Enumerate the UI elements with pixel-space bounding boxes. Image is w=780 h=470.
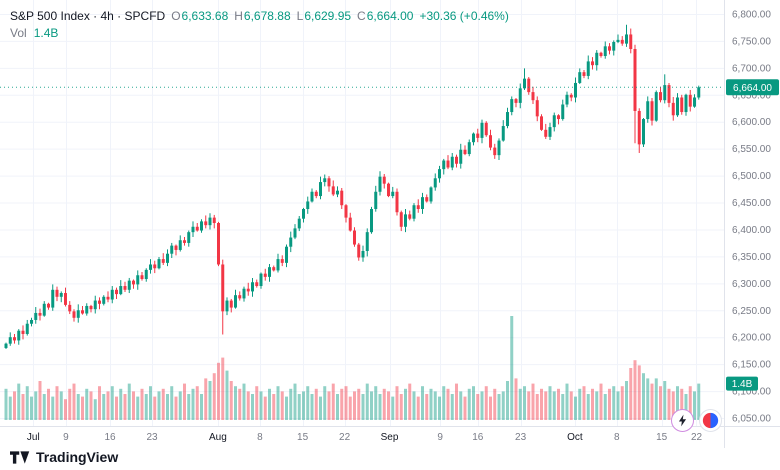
svg-text:8: 8 bbox=[257, 432, 263, 443]
open-value: 6,633.68 bbox=[181, 9, 229, 23]
svg-text:6,450.00: 6,450.00 bbox=[732, 198, 771, 209]
high-label: H bbox=[234, 9, 243, 23]
svg-text:Sep: Sep bbox=[381, 432, 399, 443]
legend-row-volume: Vol 1.4B bbox=[10, 25, 509, 42]
svg-text:15: 15 bbox=[656, 432, 668, 443]
svg-text:6,550.00: 6,550.00 bbox=[732, 144, 771, 155]
volume-label: Vol bbox=[10, 26, 27, 40]
legend-row-main: S&P 500 Index · 4h · SPCFD O 6,633.68 H … bbox=[10, 8, 509, 25]
low-value: 6,629.95 bbox=[304, 9, 352, 23]
volume-value: 1.4B bbox=[33, 26, 59, 40]
svg-text:6,350.00: 6,350.00 bbox=[732, 252, 771, 263]
symbol-title[interactable]: S&P 500 Index · 4h · SPCFD bbox=[10, 9, 166, 23]
ohlc-low: L 6,629.95 bbox=[297, 8, 351, 25]
svg-text:6,800.00: 6,800.00 bbox=[732, 10, 771, 21]
chart-legend: S&P 500 Index · 4h · SPCFD O 6,633.68 H … bbox=[10, 8, 509, 42]
red-blue-circle-button[interactable] bbox=[699, 409, 722, 432]
svg-text:6,600.00: 6,600.00 bbox=[732, 117, 771, 128]
lightning-button[interactable] bbox=[671, 409, 694, 432]
svg-text:1.4B: 1.4B bbox=[732, 379, 753, 390]
high-value: 6,678.88 bbox=[243, 9, 291, 23]
svg-text:23: 23 bbox=[515, 432, 527, 443]
svg-text:6,650.00: 6,650.00 bbox=[732, 90, 771, 101]
svg-text:22: 22 bbox=[691, 432, 703, 443]
svg-text:6,150.00: 6,150.00 bbox=[732, 360, 771, 371]
tradingview-logo-icon bbox=[10, 450, 30, 464]
open-label: O bbox=[171, 9, 181, 23]
svg-text:22: 22 bbox=[339, 432, 351, 443]
svg-text:6,500.00: 6,500.00 bbox=[732, 171, 771, 182]
svg-text:15: 15 bbox=[297, 432, 309, 443]
svg-text:6,050.00: 6,050.00 bbox=[732, 414, 771, 425]
svg-text:6,200.00: 6,200.00 bbox=[732, 333, 771, 344]
red-blue-circle-icon bbox=[702, 412, 719, 429]
svg-text:6,100.00: 6,100.00 bbox=[732, 387, 771, 398]
tradingview-logo-text: TradingView bbox=[36, 449, 119, 465]
svg-text:Oct: Oct bbox=[567, 432, 583, 443]
low-label: L bbox=[296, 9, 304, 23]
lightning-icon bbox=[678, 414, 687, 427]
svg-text:16: 16 bbox=[104, 432, 116, 443]
svg-text:6,750.00: 6,750.00 bbox=[732, 36, 771, 47]
ohlc-open: O 6,633.68 bbox=[171, 8, 228, 25]
svg-text:Jul: Jul bbox=[27, 432, 40, 443]
svg-text:6,700.00: 6,700.00 bbox=[732, 63, 771, 74]
ohlc-close: C 6,664.00 bbox=[357, 8, 413, 25]
svg-text:8: 8 bbox=[614, 432, 620, 443]
svg-text:23: 23 bbox=[146, 432, 158, 443]
svg-text:16: 16 bbox=[472, 432, 484, 443]
svg-text:Aug: Aug bbox=[209, 432, 227, 443]
candles-layer bbox=[0, 24, 724, 350]
ohlc-high: H 6,678.88 bbox=[234, 8, 290, 25]
svg-text:6,400.00: 6,400.00 bbox=[732, 225, 771, 236]
close-label: C bbox=[357, 9, 366, 23]
close-value: 6,664.00 bbox=[366, 9, 414, 23]
price-axis[interactable]: 6,800.00 6,750.00 6,700.00 6,650.00 6,600.00… bbox=[726, 10, 779, 425]
grid-layer bbox=[0, 0, 780, 448]
chart-action-buttons bbox=[671, 409, 722, 432]
change-value: +30.36 (+0.46%) bbox=[419, 9, 509, 23]
volume-layer bbox=[4, 316, 701, 420]
tradingview-logo[interactable]: TradingView bbox=[10, 449, 118, 465]
svg-text:6,664.00: 6,664.00 bbox=[733, 83, 772, 94]
time-axis[interactable]: Jul 9 16 23 Aug 8 15 22 Sep 9 16 23 Oct 8 15 22 bbox=[27, 432, 703, 443]
svg-text:6,300.00: 6,300.00 bbox=[732, 279, 771, 290]
svg-text:6,250.00: 6,250.00 bbox=[732, 306, 771, 317]
svg-text:9: 9 bbox=[437, 432, 443, 443]
svg-text:9: 9 bbox=[63, 432, 69, 443]
